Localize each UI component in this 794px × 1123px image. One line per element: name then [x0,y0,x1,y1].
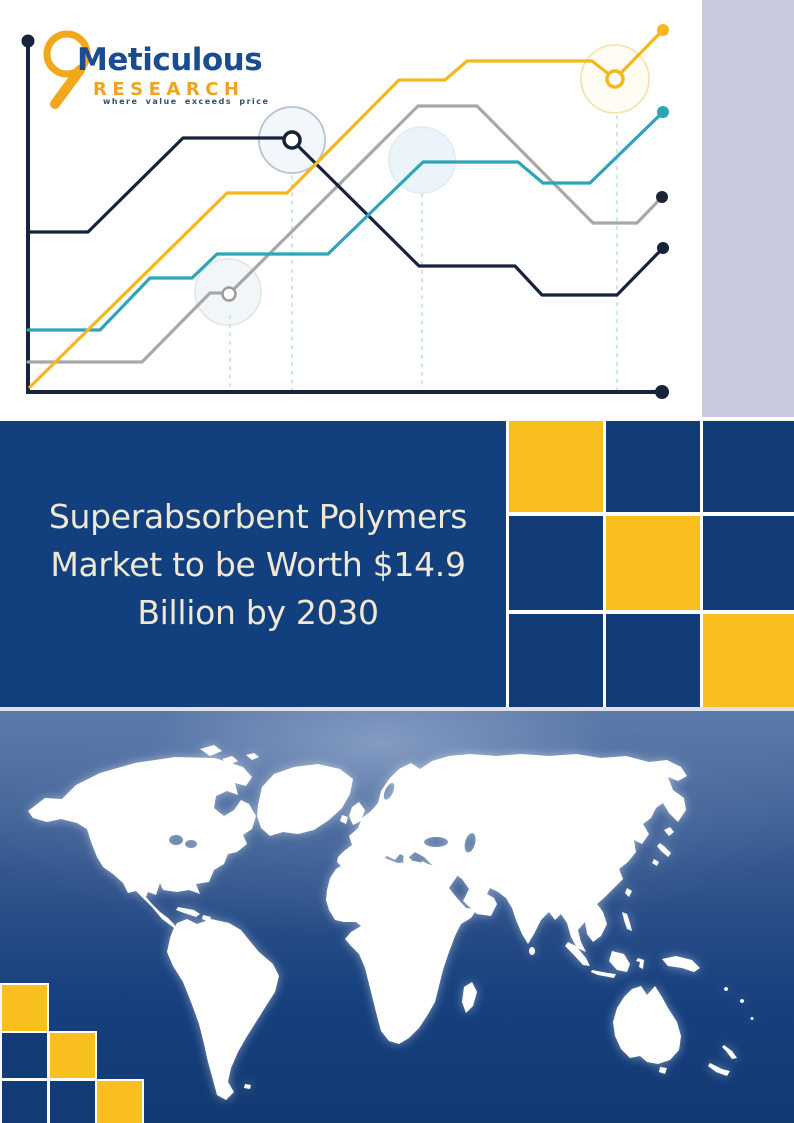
series-line-gray [26,104,664,364]
logo-brand-text: Meticulous [77,42,263,78]
halo-circle [388,126,456,194]
headline-section: Superabsorbent Polymers Market to be Wor… [0,421,794,708]
accent-grid [506,421,794,708]
accent-square-yellow [703,614,794,708]
series-line-navy [26,136,665,297]
accent-square-navy [509,516,603,610]
axis-top-dot [21,34,35,48]
logo-tagline-text: where value exceeds price [103,97,270,106]
accent-square-navy [703,516,794,610]
ring-marker [221,286,237,302]
corner-square-navy [0,1031,49,1080]
page-title-line-2: Market to be Worth $14.9 [50,545,466,584]
series-end-dot-yellow [657,24,669,36]
accent-square-navy [509,614,603,708]
lavender-accent-block [702,0,794,417]
corner-square-yellow [95,1079,144,1123]
series-line-teal [26,110,665,332]
section-divider [0,707,794,711]
accent-square-navy [606,421,700,512]
page-title: Superabsorbent Polymers Market to be Wor… [8,493,508,637]
decorative-line-chart [21,24,669,399]
accent-square-yellow [606,516,700,610]
logo-sub-text: RESEARCH [93,79,245,100]
series-end-dot-teal [657,106,669,118]
corner-square-navy [0,1079,49,1123]
accent-square-navy [703,421,794,512]
corner-square-navy [47,1079,97,1123]
page-title-line-1: Superabsorbent Polymers [48,497,468,536]
chart-axes [26,41,662,394]
series-end-dot-gray [656,191,668,203]
accent-square-navy [606,614,700,708]
accent-square-yellow [509,421,603,512]
magnifying-glass-icon [43,30,91,109]
corner-square-yellow [47,1031,97,1080]
corner-square-yellow [0,983,49,1033]
axis-end-dot [655,385,669,399]
chart-section: Meticulous RESEARCH where value exceeds … [0,0,794,421]
world-map-silhouette [28,745,754,1100]
world-map-section [0,711,794,1123]
ring-marker [282,130,302,150]
series-end-dot-navy [657,242,669,254]
page-title-line-3: Billion by 2030 [137,593,379,632]
ring-marker [605,69,625,89]
